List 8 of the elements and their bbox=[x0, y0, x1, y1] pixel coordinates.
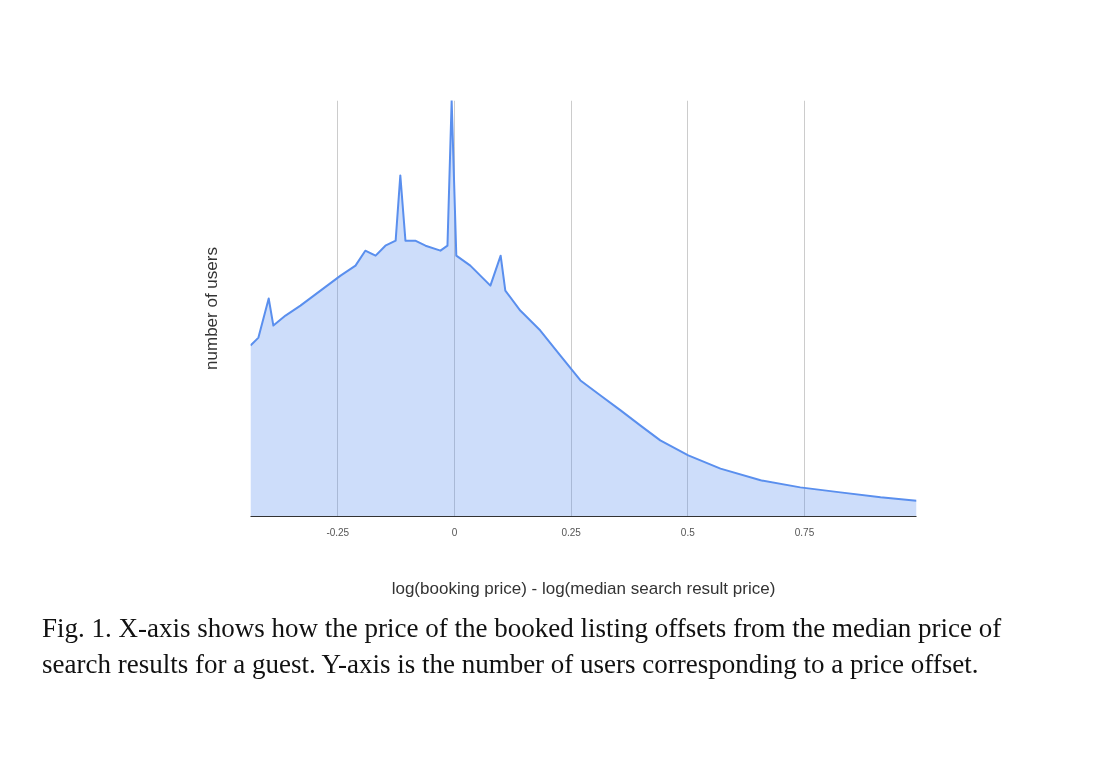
x-tick-label: 0 bbox=[451, 526, 458, 538]
x-tick-label: 0.25 bbox=[561, 526, 582, 538]
x-tick-label: -0.25 bbox=[326, 526, 350, 538]
x-tick-label: 0.5 bbox=[680, 526, 696, 538]
x-axis-title: log(booking price) - log(median search result price) bbox=[391, 578, 776, 598]
x-tick-label: 0.75 bbox=[794, 526, 815, 538]
caption: Fig. 1. X-axis shows how the price of the booked listing offsets from the median price of search results for a guest. Y-axis is the number of users corresponding to a price offset. bbox=[42, 612, 1003, 682]
y-axis-title: number of users bbox=[201, 247, 221, 370]
